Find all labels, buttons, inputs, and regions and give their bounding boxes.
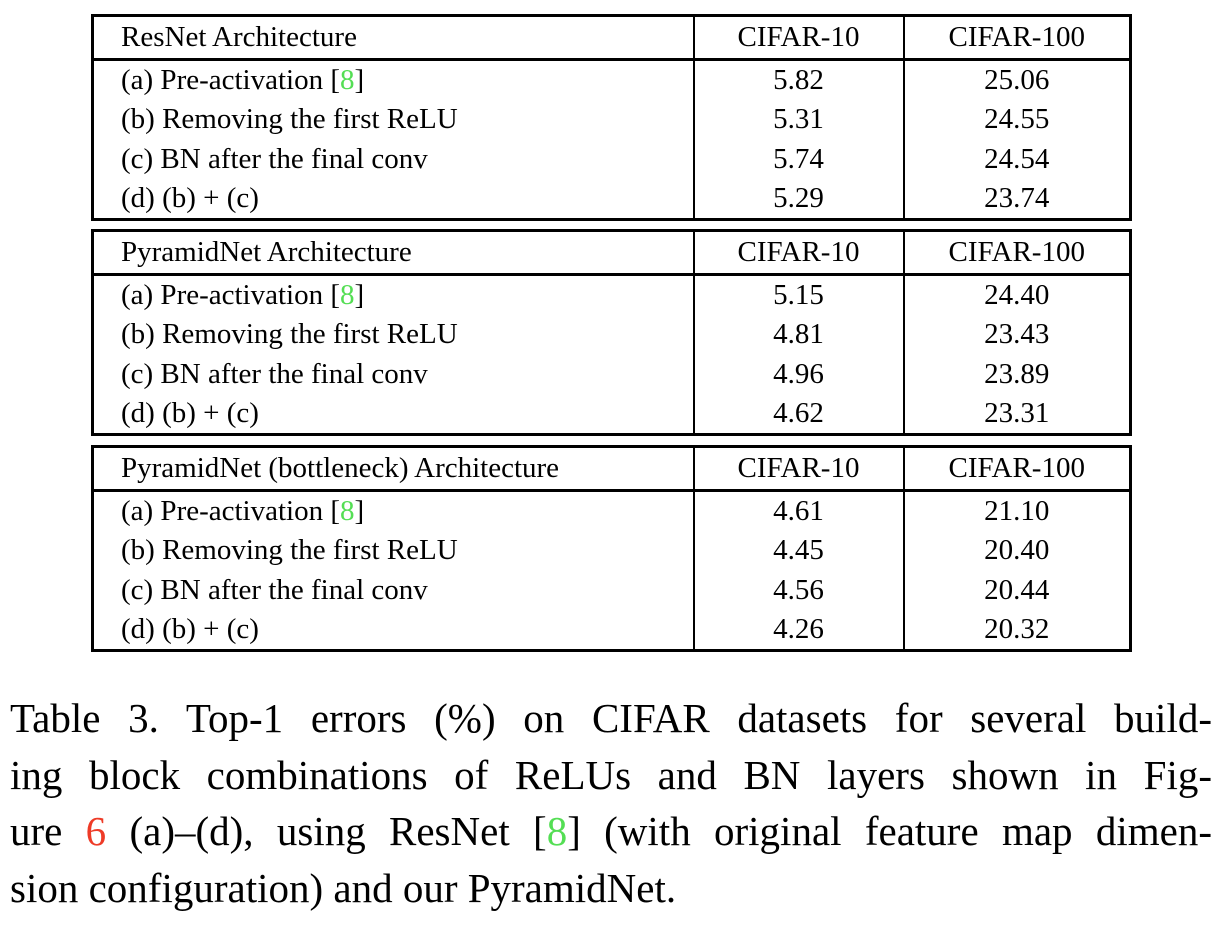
table-caption: Table 3. Top-1 errors (%) on CIFAR datas…: [10, 690, 1212, 916]
row-label-cell: (b) Removing the first ReLU: [91, 99, 695, 140]
table-row: (c) BN after the final conv 4.56 20.44: [91, 570, 1132, 611]
row-label-cell: (d) (b) + (c): [91, 179, 695, 220]
row-label-cell: (b) Removing the first ReLU: [91, 530, 695, 571]
cifar10-value: 4.61: [692, 490, 905, 531]
resnet-architecture-table: ResNet Architecture CIFAR-10 CIFAR-100 (…: [91, 14, 1132, 221]
row-label-cell: (a) Pre-activation [8]: [91, 59, 695, 100]
column-header-cifar10: CIFAR-10: [692, 230, 905, 276]
cifar100-value: 24.40: [902, 274, 1132, 315]
column-header-cifar10: CIFAR-10: [692, 446, 905, 492]
table-row: (c) BN after the final conv 5.74 24.54: [91, 139, 1132, 180]
table-row: (a) Pre-activation [8] 5.82 25.06: [91, 59, 1132, 100]
row-label-suffix: ]: [354, 63, 365, 96]
table-row: (d) (b) + (c) 5.29 23.74: [91, 179, 1132, 220]
table-row: (d) (b) + (c) 4.26 20.32: [91, 610, 1132, 651]
cifar10-value: 5.15: [692, 274, 905, 315]
caption-text: Table 3. Top-1 errors (%) on CIFAR datas…: [10, 695, 1212, 741]
caption-text: (a)–(d), using ResNet [: [106, 808, 547, 854]
table-row: (a) Pre-activation [8] 4.61 21.10: [91, 490, 1132, 531]
pyramidnet-bottleneck-architecture-table: PyramidNet (bottleneck) Architecture CIF…: [91, 445, 1132, 652]
table-row: (a) Pre-activation [8] 5.15 24.40: [91, 274, 1132, 315]
cifar10-value: 4.81: [692, 314, 905, 355]
cifar100-value: 25.06: [902, 59, 1132, 100]
table-header-row: PyramidNet (bottleneck) Architecture CIF…: [91, 446, 1132, 492]
caption-text: ] (with original feature map dimen-: [567, 808, 1212, 854]
table-header-row: ResNet Architecture CIFAR-10 CIFAR-100: [91, 15, 1132, 61]
citation-8-link[interactable]: 8: [340, 494, 355, 527]
table-row: (b) Removing the first ReLU 4.81 23.43: [91, 314, 1132, 355]
row-label-cell: (c) BN after the final conv: [91, 354, 695, 395]
figure-6-link[interactable]: 6: [85, 808, 107, 854]
row-label-cell: (c) BN after the final conv: [91, 139, 695, 180]
row-label: (a) Pre-activation [: [121, 278, 341, 311]
table-row: (b) Removing the first ReLU 4.45 20.40: [91, 530, 1132, 571]
row-label-cell: (c) BN after the final conv: [91, 570, 695, 611]
cifar10-value: 5.31: [692, 99, 905, 140]
row-label-cell: (a) Pre-activation [8]: [91, 274, 695, 315]
column-header-cifar100: CIFAR-100: [902, 446, 1132, 492]
cifar100-value: 23.43: [902, 314, 1132, 355]
row-label: (a) Pre-activation [: [121, 494, 341, 527]
caption-text: ing block combinations of ReLUs and BN l…: [10, 751, 1212, 798]
column-header-cifar100: CIFAR-100: [902, 15, 1132, 61]
table-row: (b) Removing the first ReLU 5.31 24.55: [91, 99, 1132, 140]
caption-line-4: sion configuration) and our PyramidNet.: [10, 860, 1212, 917]
row-label-cell: (d) (b) + (c): [91, 610, 695, 651]
cifar10-value-best: 4.26: [692, 610, 905, 651]
row-label: (a) Pre-activation [: [121, 63, 341, 96]
cifar10-value: 4.56: [692, 570, 905, 611]
table-title: PyramidNet Architecture: [91, 230, 695, 276]
cifar100-value: 23.89: [902, 354, 1132, 395]
table-title: PyramidNet (bottleneck) Architecture: [91, 446, 695, 492]
column-header-cifar10: CIFAR-10: [692, 15, 905, 61]
citation-8-link[interactable]: 8: [340, 278, 355, 311]
caption-line-1: Table 3. Top-1 errors (%) on CIFAR datas…: [10, 690, 1212, 747]
row-label-suffix: ]: [354, 494, 365, 527]
cifar100-value-best: 20.32: [902, 610, 1132, 651]
cifar10-value: 5.29: [692, 179, 905, 220]
cifar100-value: 20.44: [902, 570, 1132, 611]
row-label-suffix: ]: [354, 278, 365, 311]
caption-line-2: ing block combinations of ReLUs and BN l…: [10, 747, 1212, 804]
row-label-cell: (d) (b) + (c): [91, 394, 695, 435]
table-header-row: PyramidNet Architecture CIFAR-10 CIFAR-1…: [91, 230, 1132, 276]
cifar10-value: 5.74: [692, 139, 905, 180]
cifar100-value: 20.40: [902, 530, 1132, 571]
cifar100-value: 24.54: [902, 139, 1132, 180]
cifar10-value: 5.82: [692, 59, 905, 100]
pyramidnet-architecture-table: PyramidNet Architecture CIFAR-10 CIFAR-1…: [91, 229, 1132, 436]
cifar10-value: 4.96: [692, 354, 905, 395]
cifar10-value: 4.45: [692, 530, 905, 571]
table-row: (d) (b) + (c) 4.62 23.31: [91, 394, 1132, 435]
row-label-cell: (a) Pre-activation [8]: [91, 490, 695, 531]
table-row: (c) BN after the final conv 4.96 23.89: [91, 354, 1132, 395]
caption-line-3: ure 6 (a)–(d), using ResNet [8] (with or…: [10, 803, 1212, 860]
citation-8-link[interactable]: 8: [340, 63, 355, 96]
cifar10-value-best: 4.62: [692, 394, 905, 435]
caption-text: sion configuration) and our PyramidNet.: [10, 864, 677, 911]
cifar100-value: 24.55: [902, 99, 1132, 140]
row-label-cell: (b) Removing the first ReLU: [91, 314, 695, 355]
table-title: ResNet Architecture: [91, 15, 695, 61]
caption-text: ure: [10, 808, 86, 854]
cifar100-value: 21.10: [902, 490, 1132, 531]
column-header-cifar100: CIFAR-100: [902, 230, 1132, 276]
cifar100-value-best: 23.31: [902, 394, 1132, 435]
cifar100-value: 23.74: [902, 179, 1132, 220]
citation-8-link[interactable]: 8: [546, 808, 568, 854]
